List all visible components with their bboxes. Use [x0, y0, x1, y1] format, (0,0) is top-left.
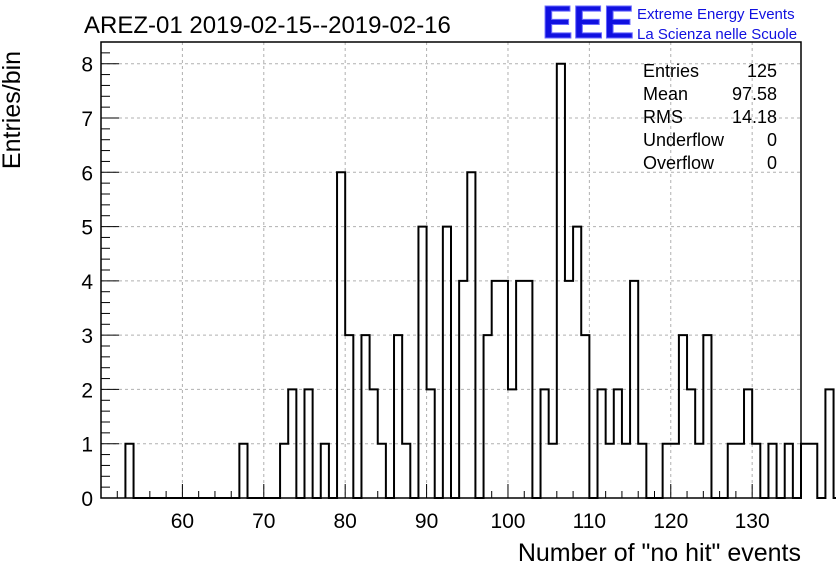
histogram-bar: [671, 444, 679, 498]
histogram-bar: [337, 172, 345, 498]
histogram-bar: [492, 281, 500, 498]
histogram-bar: [744, 389, 752, 498]
y-tick-label: 7: [81, 108, 93, 131]
x-tick-label: 80: [334, 510, 357, 533]
histogram-bar: [443, 227, 451, 498]
x-tick-label: 90: [415, 510, 438, 533]
histogram-bar: [606, 444, 614, 498]
histogram-bar: [614, 389, 622, 498]
histogram-bar: [728, 444, 736, 498]
histogram-bar: [516, 281, 524, 498]
x-tick-label: 100: [490, 510, 525, 533]
y-tick-label: 6: [81, 162, 93, 185]
stats-value: 0: [767, 130, 777, 150]
histogram-bar: [394, 335, 402, 498]
histogram-outline: [124, 62, 836, 499]
histogram-bar: [573, 227, 581, 498]
histogram-layer: [124, 62, 836, 499]
histogram-bar: [345, 335, 353, 498]
brand-line-1: Extreme Energy Events: [637, 6, 795, 23]
histogram-bar: [508, 389, 516, 498]
y-tick-label: 8: [81, 54, 93, 77]
histogram-bar: [549, 444, 557, 498]
y-tick-label: 2: [81, 379, 93, 402]
histogram-bar: [427, 389, 435, 498]
histogram-bar: [125, 444, 133, 498]
stats-label: Mean: [643, 84, 688, 104]
histogram-bar: [825, 389, 833, 498]
x-tick-label: 70: [252, 510, 275, 533]
histogram-bar: [459, 281, 467, 498]
histogram-bar: [557, 64, 565, 498]
stats-label: Underflow: [643, 130, 725, 150]
y-tick-label: 1: [81, 434, 93, 457]
histogram-bar: [541, 389, 549, 498]
stats-label: RMS: [643, 107, 683, 127]
stats-value: 97.58: [732, 84, 777, 104]
histogram-bar: [370, 389, 378, 498]
histogram-bar: [378, 444, 386, 498]
histogram-bar: [500, 281, 508, 498]
histogram-bar: [280, 444, 288, 498]
stats-label: Entries: [643, 61, 699, 81]
histogram-bar: [239, 444, 247, 498]
histogram-bar: [418, 227, 426, 498]
stats-value: 125: [747, 61, 777, 81]
histogram-bar: [768, 444, 776, 498]
histogram-bar: [638, 444, 646, 498]
histogram-bar: [565, 281, 573, 498]
stats-label: Overflow: [643, 153, 715, 173]
y-tick-label: 0: [81, 488, 93, 511]
y-axis-title: Entries/bin: [0, 51, 26, 169]
x-tick-label: 130: [735, 510, 770, 533]
x-tick-label: 60: [171, 510, 194, 533]
stats-value: 14.18: [732, 107, 777, 127]
histogram-bar: [304, 389, 312, 498]
histogram-bar: [467, 172, 475, 498]
histogram-bar: [785, 444, 793, 498]
histogram-bar: [809, 444, 817, 498]
histogram-bar: [598, 389, 606, 498]
histogram-bar: [752, 444, 760, 498]
y-axis: 0 1 2 3 4 5 6 7 8: [81, 41, 119, 511]
eee-logo-text: EEE: [542, 0, 634, 48]
histogram-bar: [484, 335, 492, 498]
y-tick-label: 4: [81, 271, 93, 294]
histogram-bar: [663, 444, 671, 498]
y-tick-label: 3: [81, 325, 93, 348]
y-tick-label: 5: [81, 217, 93, 240]
histogram-bar: [288, 389, 296, 498]
histogram-bar: [402, 444, 410, 498]
histogram-bar: [679, 335, 687, 498]
histogram-bar: [801, 444, 809, 498]
stats-box: Entries 125 Mean 97.58 RMS 14.18 Underflow 0 Ove…: [643, 61, 777, 173]
x-axis-title: Number of "no hit" events: [518, 539, 801, 567]
histogram-bar: [321, 444, 329, 498]
histogram-bar: [622, 444, 630, 498]
histogram-bar: [630, 281, 638, 498]
histogram-bar: [695, 444, 703, 498]
brand-line-2: La Scienza nelle Scuole: [637, 26, 797, 43]
x-tick-label: 110: [573, 510, 606, 533]
stats-value: 0: [767, 153, 777, 173]
x-tick-label: 120: [653, 510, 688, 533]
eee-logo: EEE Extreme Energy Events La Scienza nel…: [542, 0, 798, 49]
histogram-bar: [581, 335, 589, 498]
histogram-bar: [703, 335, 711, 498]
histogram-bar: [361, 335, 369, 498]
histogram-bar: [524, 281, 532, 498]
histogram-bar: [687, 389, 695, 498]
x-axis: 60 70 80 90 100 110 120 130: [100, 484, 802, 533]
histogram-bar: [736, 444, 744, 498]
chart-title: AREZ-01 2019-02-15--2019-02-16: [84, 12, 451, 39]
